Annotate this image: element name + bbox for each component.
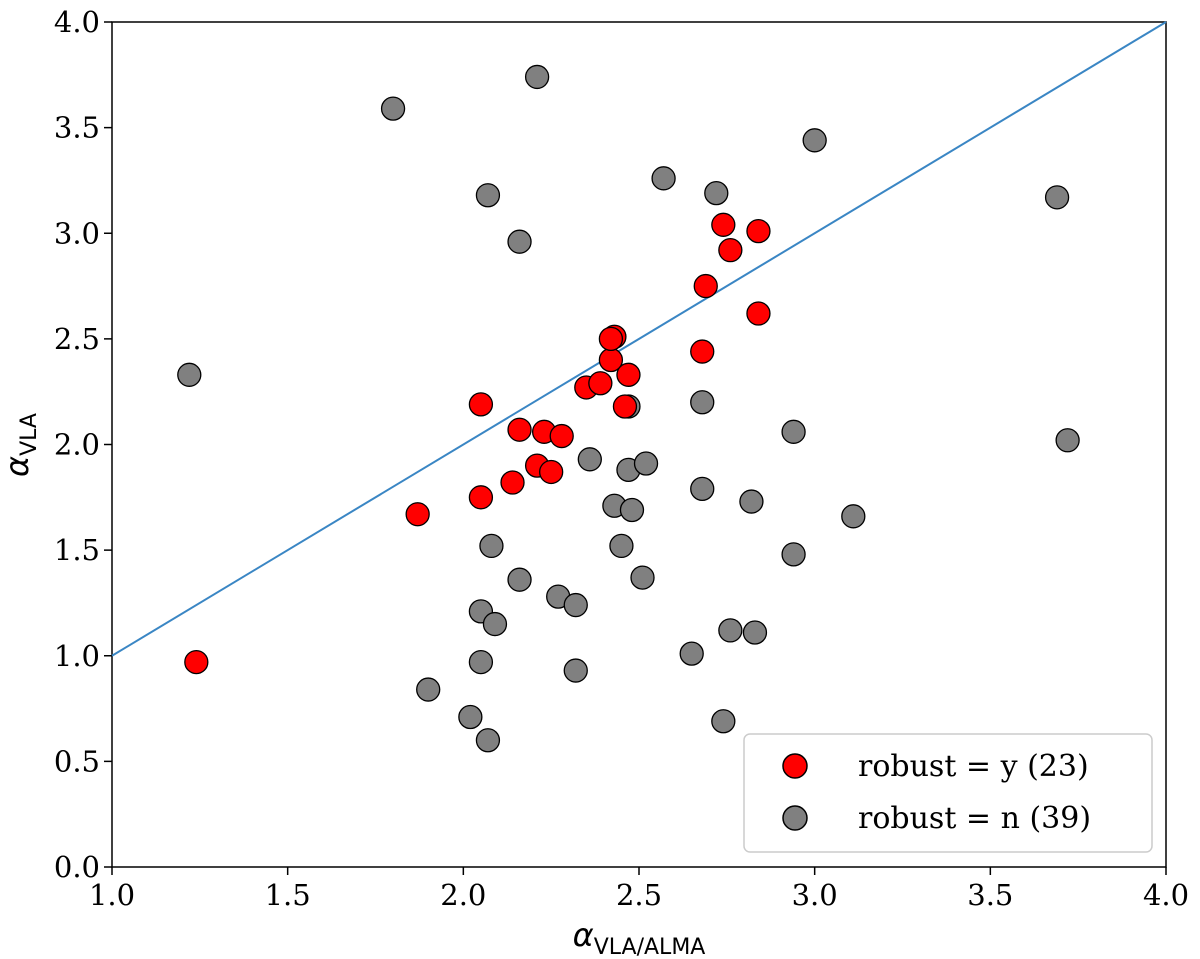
robust-n-point	[841, 504, 866, 529]
robust-n-point	[690, 476, 715, 502]
y-tick-label: 1.5	[54, 533, 100, 567]
y-tick-label: 3.5	[54, 111, 100, 145]
y-tick-label: 0.5	[54, 744, 100, 778]
robust-y-point	[468, 392, 494, 417]
robust-n-point	[609, 533, 634, 559]
robust-n-point	[475, 183, 501, 208]
robust-n-point	[479, 533, 504, 559]
x-axis-label: αVLA/ALMA	[573, 916, 706, 959]
robust-y-point	[549, 423, 574, 449]
legend-label-robust-n: robust = n (39)	[858, 801, 1091, 836]
x-tick-label: 3.5	[967, 878, 1013, 912]
robust-y-point	[468, 485, 494, 510]
robust-n-point	[802, 128, 827, 153]
robust-y-point	[184, 649, 209, 675]
robust-n-point	[742, 620, 768, 645]
robust-n-point	[482, 611, 508, 637]
reference-line	[111, 21, 1167, 657]
x-tick-label: 1.5	[265, 878, 311, 912]
robust-y-point	[746, 301, 771, 326]
robust-n-point	[458, 704, 483, 730]
x-axis-label-symbol: α	[573, 916, 594, 954]
robust-n-point	[781, 542, 806, 567]
x-tick-label: 1.0	[89, 878, 135, 912]
robust-y-point	[690, 339, 715, 364]
robust-n-point	[507, 567, 532, 592]
robust-y-point	[405, 502, 430, 527]
robust-y-point	[598, 326, 624, 352]
x-tick-label: 2.5	[616, 878, 662, 912]
robust-n-point	[739, 489, 764, 514]
robust-n-point	[651, 166, 676, 191]
y-axis: 0.0 0.5 1.0 1.5 2.0 2.5 3.0 3.5 4.0	[54, 5, 112, 884]
robust-n-point	[177, 362, 202, 387]
robust-n-point	[1055, 428, 1080, 453]
robust-n-point	[507, 229, 532, 254]
y-axis-label-subscript: VLA	[17, 413, 42, 456]
y-tick-label: 1.0	[54, 639, 100, 673]
robust-n-point	[619, 497, 645, 523]
robust-n-point	[563, 658, 588, 683]
robust-y-point	[500, 470, 525, 495]
robust-y-point	[612, 394, 638, 419]
robust-n-point	[563, 592, 588, 618]
legend: robust = y (23) robust = n (39)	[743, 733, 1153, 853]
robust-n-point	[468, 649, 494, 675]
robust-n-point	[679, 641, 704, 666]
y-tick-label: 2.5	[54, 322, 100, 356]
robust-y-point	[746, 218, 771, 244]
x-tick-label: 4.0	[1143, 878, 1189, 912]
robust-y-point	[693, 273, 718, 299]
robust-n-point	[524, 64, 550, 90]
robust-n-point	[718, 618, 743, 643]
robust-n-point	[781, 419, 806, 444]
x-axis: 1.0 1.5 2.0 2.5 3.0 3.5 4.0	[89, 867, 1189, 912]
robust-y-point	[539, 459, 564, 485]
y-axis-label: αVLA	[0, 413, 42, 477]
y-tick-label: 4.0	[54, 5, 100, 39]
robust-n-point	[704, 180, 729, 206]
robust-n-point	[690, 390, 715, 415]
x-tick-label: 3.0	[792, 878, 838, 912]
robust-n-point	[633, 451, 659, 476]
legend-box	[743, 733, 1153, 853]
legend-marker-robust-y	[782, 753, 808, 779]
x-tick-label: 2.0	[440, 878, 486, 912]
robust-y-point	[616, 362, 641, 387]
legend-marker-robust-n	[782, 805, 808, 831]
y-axis-label-symbol: α	[0, 456, 36, 477]
robust-n-point	[630, 565, 655, 590]
robust-n-point	[711, 709, 736, 734]
y-tick-label: 2.0	[54, 428, 100, 462]
y-tick-label: 3.0	[54, 216, 100, 250]
robust-y-point	[507, 417, 532, 442]
data-points	[177, 64, 1080, 753]
robust-y-point	[718, 237, 743, 263]
robust-n-point	[577, 447, 602, 472]
robust-n-point	[475, 728, 501, 753]
y-tick-label: 0.0	[54, 850, 100, 884]
robust-n-point	[1044, 185, 1070, 210]
robust-n-point	[380, 96, 406, 121]
legend-label-robust-y: robust = y (23)	[858, 749, 1089, 784]
x-axis-label-subscript: VLA/ALMA	[594, 935, 706, 959]
robust-y-point	[711, 212, 736, 237]
robust-y-point	[588, 371, 613, 396]
robust-n-point	[416, 677, 441, 702]
